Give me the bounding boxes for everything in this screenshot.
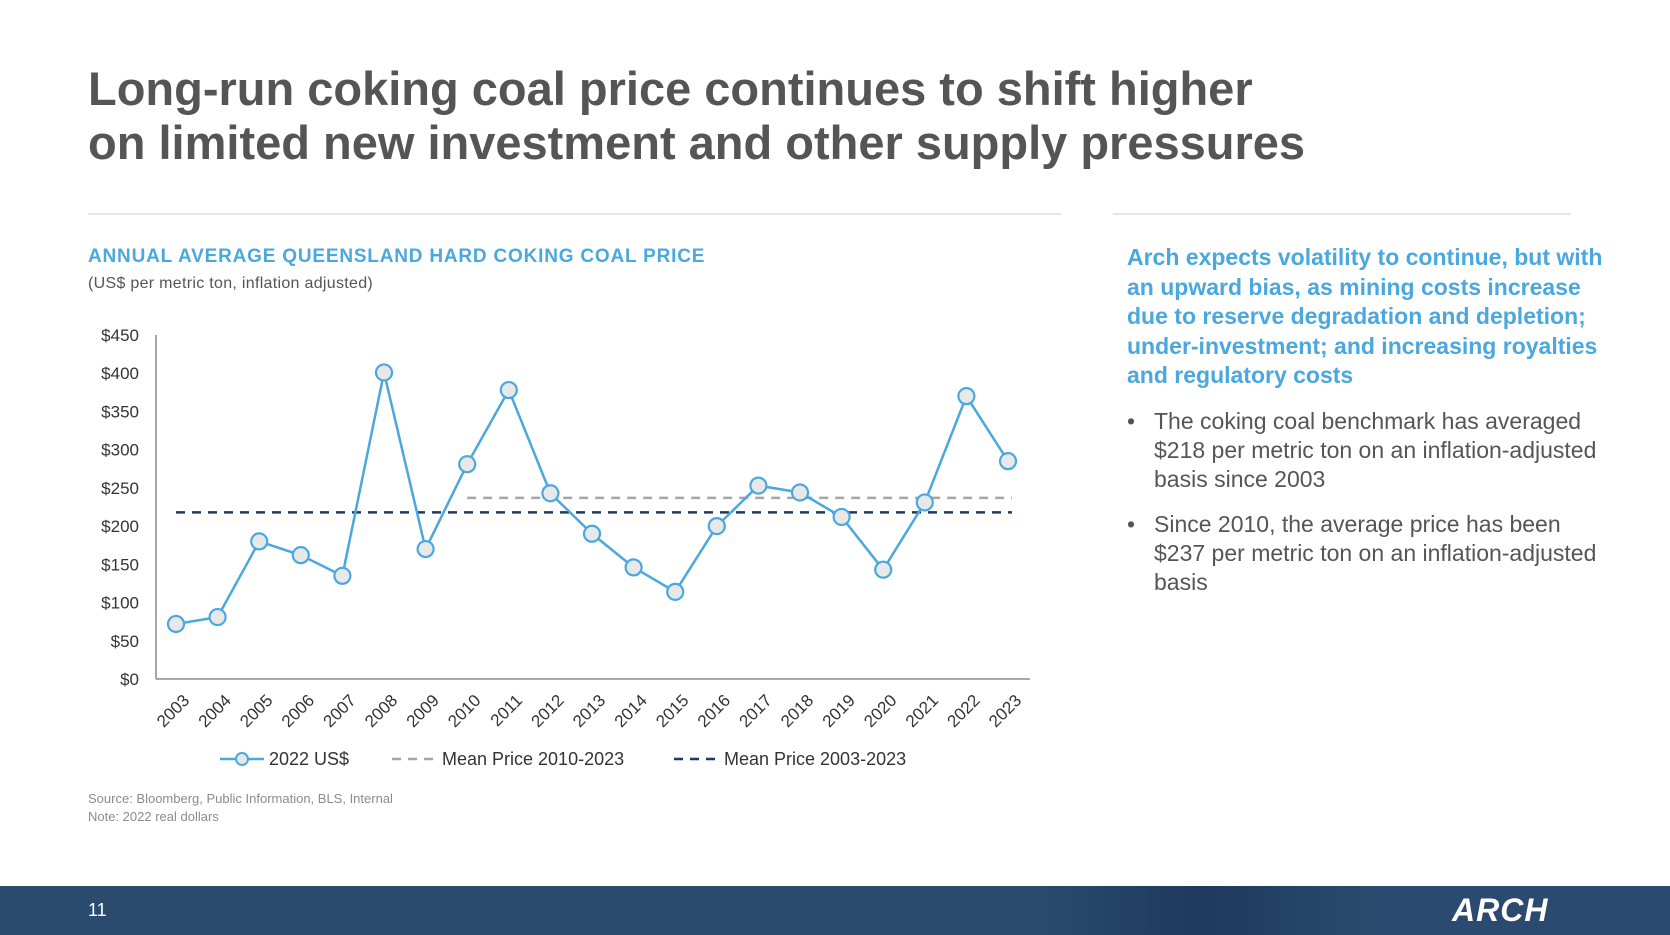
x-tick-label: 2006 <box>278 691 318 731</box>
y-tick-label: $400 <box>101 364 139 383</box>
footer-bar: 11 ARCH <box>0 886 1670 935</box>
x-tick-label: 2005 <box>236 691 276 731</box>
y-tick-label: $100 <box>101 594 139 613</box>
x-tick-label: 2017 <box>736 691 776 731</box>
chart-title: ANNUAL AVERAGE QUEENSLAND HARD COKING CO… <box>88 246 706 267</box>
sidebar-bullets: • The coking coal benchmark has averaged … <box>1127 407 1607 613</box>
x-tick-label: 2019 <box>819 691 859 731</box>
bullet-item: • Since 2010, the average price has been … <box>1127 510 1607 597</box>
price-point <box>624 558 643 577</box>
source-notes: Source: Bloomberg, Public Information, B… <box>88 790 393 826</box>
y-tick-label: $200 <box>101 517 139 536</box>
y-tick-label: $450 <box>101 326 139 345</box>
price-point <box>458 455 477 474</box>
price-point <box>291 546 310 565</box>
x-tick-label: 2020 <box>860 691 900 731</box>
arch-logo: ARCH <box>1452 892 1549 928</box>
note-text: Note: 2022 real dollars <box>88 809 219 824</box>
divider-right <box>1113 213 1571 215</box>
x-tick-label: 2009 <box>403 691 443 731</box>
y-tick-label: $250 <box>101 479 139 498</box>
price-point <box>832 507 851 527</box>
bullet-text: The coking coal benchmark has averaged $… <box>1154 408 1597 492</box>
x-tick-label: 2022 <box>944 691 984 731</box>
title-line-2: on limited new investment and other supp… <box>88 116 1306 169</box>
price-point <box>707 517 726 536</box>
x-tick-label: 2014 <box>611 691 651 731</box>
price-point <box>666 582 685 601</box>
price-point <box>499 380 518 400</box>
x-tick-label: 2008 <box>361 691 401 731</box>
price-point <box>374 363 394 382</box>
footer-logo-panel <box>1376 886 1670 935</box>
price-point <box>541 484 560 503</box>
x-tick-label: 2010 <box>444 691 484 731</box>
x-tick-label: 2021 <box>902 691 942 731</box>
x-tick-label: 2004 <box>195 691 235 731</box>
legend-label-mean-2010: Mean Price 2010-2023 <box>442 749 624 769</box>
price-point <box>208 607 227 627</box>
price-point <box>915 493 934 512</box>
x-tick-label: 2003 <box>153 691 193 731</box>
bullet-dot: • <box>1127 408 1136 434</box>
divider-left <box>88 213 1061 215</box>
legend-label-price: 2022 US$ <box>269 749 349 769</box>
bullet-item: • The coking coal benchmark has averaged … <box>1127 407 1607 494</box>
y-tick-label: $0 <box>120 670 139 689</box>
price-chart: $0 $50 $100 $150 $200 $250 $300 $350 $400 $450 200… <box>101 326 1030 769</box>
page-title: Long-run coking coal price continues to … <box>88 62 1488 170</box>
price-point <box>250 532 269 551</box>
y-tick-label: $300 <box>101 441 139 460</box>
bullet-dot: • <box>1127 511 1136 537</box>
legend-label-mean-2003: Mean Price 2003-2023 <box>724 749 906 769</box>
sidebar-heading: Arch expects volatility to continue, but… <box>1127 244 1603 388</box>
title-line-1: Long-run coking coal price continues to … <box>88 62 1253 115</box>
x-tick-label: 2007 <box>320 691 360 731</box>
x-tick-label: 2013 <box>569 691 609 731</box>
price-point <box>582 524 602 543</box>
source-text: Source: Bloomberg, Public Information, B… <box>88 791 393 806</box>
x-tick-label: 2018 <box>777 691 817 731</box>
y-tick-label: $150 <box>101 555 139 574</box>
price-point <box>957 387 976 406</box>
y-tick-label: $350 <box>101 402 139 421</box>
legend-marker-price <box>235 752 249 766</box>
y-tick-label: $50 <box>111 632 139 651</box>
price-point <box>416 539 435 559</box>
page-number: 11 <box>88 900 107 920</box>
price-point <box>998 452 1018 471</box>
price-point <box>749 476 768 495</box>
x-tick-label: 2011 <box>487 691 526 730</box>
price-point <box>790 483 810 502</box>
chart-subtitle: (US$ per metric ton, inflation adjusted) <box>88 275 374 292</box>
price-point <box>166 614 186 634</box>
x-tick-label: 2016 <box>694 691 734 731</box>
price-point <box>874 560 893 579</box>
bullet-text: Since 2010, the average price has been $… <box>1154 511 1597 595</box>
price-point <box>333 566 352 585</box>
x-tick-label: 2015 <box>652 691 692 731</box>
x-tick-label: 2023 <box>985 691 1025 731</box>
x-tick-label: 2012 <box>528 691 568 731</box>
